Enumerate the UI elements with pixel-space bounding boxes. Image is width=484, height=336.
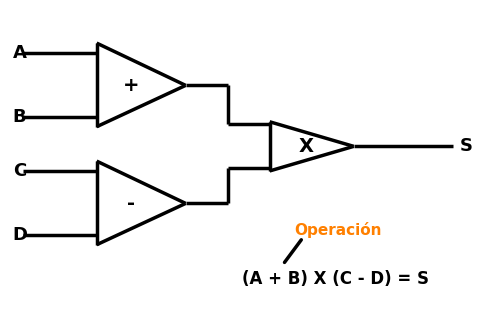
Text: D: D (13, 226, 28, 244)
Text: X: X (299, 137, 314, 156)
Text: (A + B) X (C - D) = S: (A + B) X (C - D) = S (242, 270, 429, 288)
Text: S: S (459, 137, 472, 155)
Text: B: B (13, 108, 26, 126)
Text: C: C (13, 162, 26, 180)
Text: -: - (127, 194, 136, 213)
Text: +: + (123, 76, 139, 95)
Text: A: A (13, 44, 27, 62)
Text: Operación: Operación (294, 222, 382, 238)
